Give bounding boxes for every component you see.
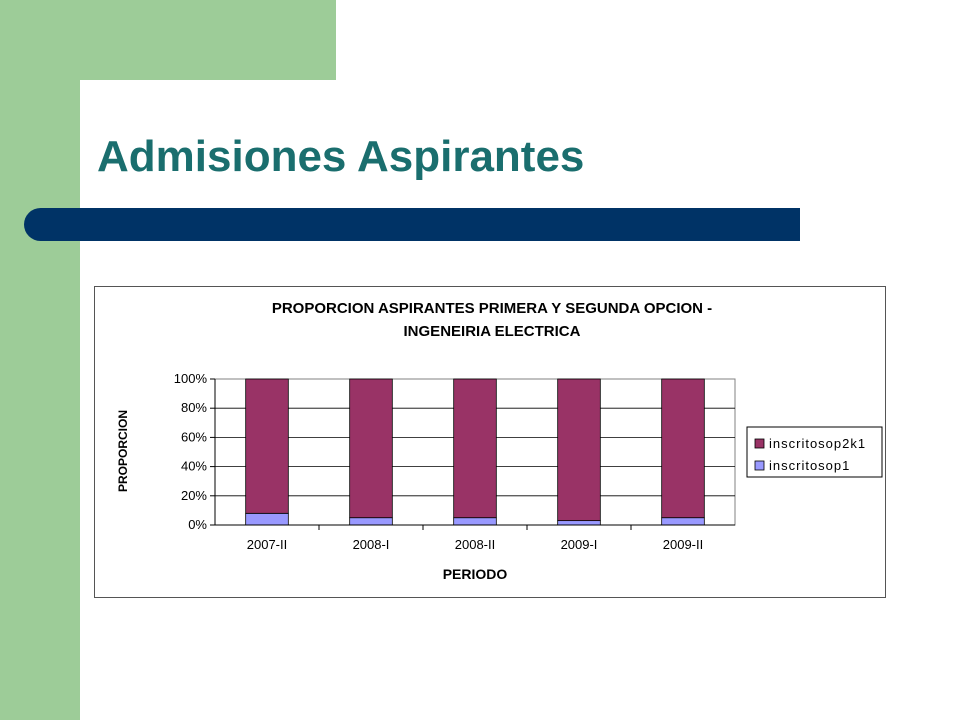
y-tick-label: 100% [174, 371, 208, 386]
x-tick-label: 2009-I [561, 537, 598, 552]
bar-segment-inscritosop2k1 [557, 378, 601, 522]
y-tick-label: 60% [181, 429, 207, 444]
chart-title-line-2: INGENEIRIA ELECTRICA [404, 323, 581, 340]
y-axis-label: PROPORCION [116, 410, 130, 492]
y-tick-label: 0% [188, 517, 207, 532]
stacked-bar-chart: PROPORCION ASPIRANTES PRIMERA Y SEGUNDA … [116, 300, 883, 582]
x-tick-label: 2008-I [353, 537, 390, 552]
x-tick-label: 2008-II [455, 537, 495, 552]
slide-corner [80, 80, 140, 140]
bar-segment-inscritosop1 [557, 520, 601, 526]
legend-label: inscritosop2k1 [769, 436, 866, 451]
x-tick-label: 2007-II [247, 537, 287, 552]
bar-segment-inscritosop1 [453, 517, 497, 526]
bar-segment-inscritosop1 [349, 517, 393, 526]
green-side-band [0, 0, 80, 720]
bar-segment-inscritosop2k1 [245, 378, 289, 514]
bar-segment-inscritosop1 [661, 517, 705, 526]
y-tick-label: 80% [181, 400, 207, 415]
bar-segment-inscritosop2k1 [349, 378, 393, 519]
slide-title: Admisiones Aspirantes [97, 132, 585, 181]
legend-swatch [754, 438, 765, 449]
legend-box [746, 426, 883, 478]
legend-swatch [754, 460, 765, 471]
green-top-band [0, 0, 336, 80]
bar-segment-inscritosop2k1 [661, 378, 705, 519]
x-tick-label: 2009-II [663, 537, 703, 552]
chart-frame: PROPORCION ASPIRANTES PRIMERA Y SEGUNDA … [94, 286, 886, 598]
y-tick-label: 20% [181, 488, 207, 503]
title-underline-bar [24, 208, 800, 241]
legend-label: inscritosop1 [769, 458, 850, 473]
legend: inscritosop2k1 inscritosop1 [746, 426, 883, 478]
bar-segment-inscritosop1 [245, 512, 289, 526]
x-axis-label: PERIODO [443, 566, 508, 582]
bar-segment-inscritosop2k1 [453, 378, 497, 519]
chart-title-line-1: PROPORCION ASPIRANTES PRIMERA Y SEGUNDA … [272, 300, 712, 317]
y-tick-label: 40% [181, 459, 207, 474]
